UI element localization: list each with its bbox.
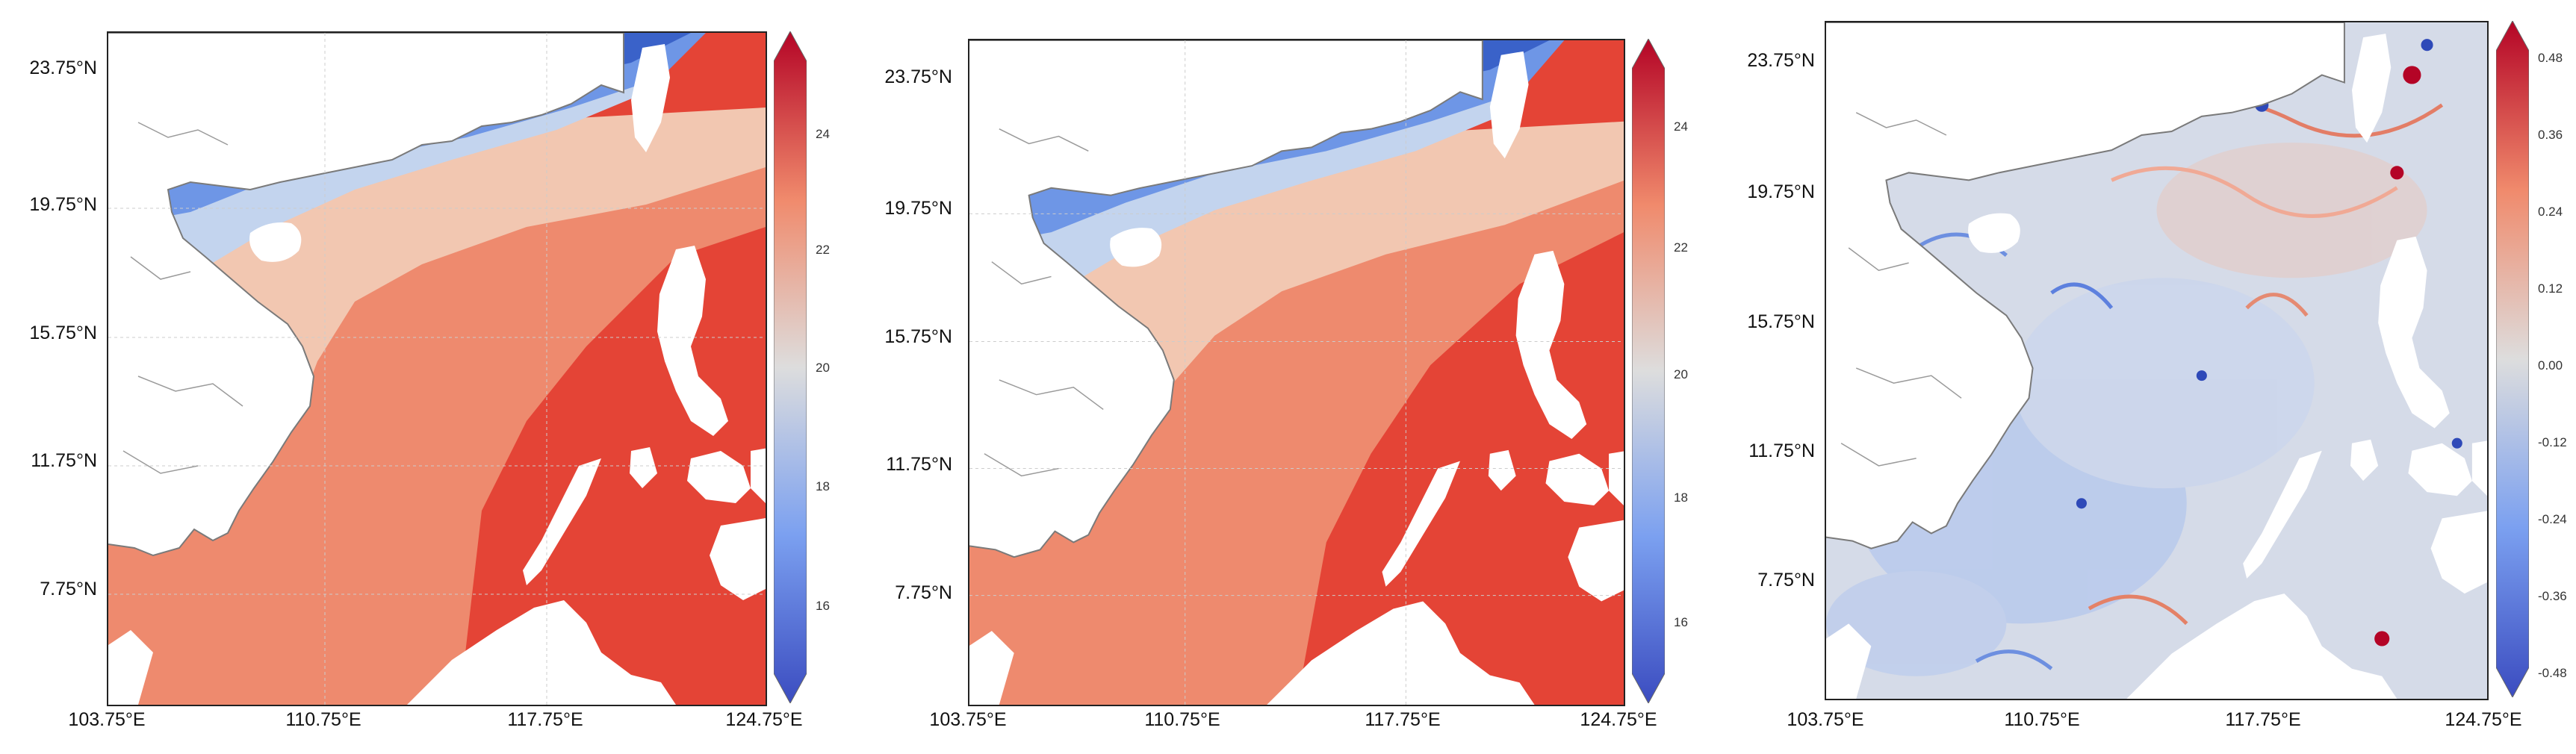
colorbar-1: 24 22 20 18 16 — [773, 30, 830, 707]
colorbar-tick: -0.24 — [2538, 512, 2567, 526]
lat-label: 23.75°N — [1747, 50, 1815, 71]
lon-label: 110.75°E — [2004, 709, 2080, 730]
lat-label: 19.75°N — [29, 194, 97, 215]
lon-label: 117.75°E — [507, 709, 583, 730]
colorbar-tick: 22 — [816, 243, 830, 257]
colorbar-tick: 0.24 — [2538, 205, 2563, 219]
lon-label: 103.75°E — [1787, 709, 1864, 730]
colorbar-2: 24 22 20 18 16 — [1631, 37, 1688, 707]
lon-label: 117.75°E — [1365, 709, 1441, 730]
colorbar-tick: 22 — [1674, 240, 1688, 255]
colorbar-tick: -0.36 — [2538, 589, 2567, 603]
lon-label: 117.75°E — [2225, 709, 2301, 730]
sst-difference-map — [1825, 21, 2489, 700]
colorbar-tick: 24 — [816, 127, 830, 141]
lat-label: 15.75°N — [29, 323, 97, 343]
colorbar-tick: 16 — [816, 599, 830, 613]
lat-label: 7.75°N — [895, 582, 952, 603]
colorbar-tick: 0.00 — [2538, 358, 2563, 373]
lat-label: 19.75°N — [884, 198, 952, 219]
lat-label: 23.75°N — [884, 66, 952, 87]
lat-label: 7.75°N — [1757, 570, 1815, 591]
lat-label: 11.75°N — [886, 454, 952, 475]
lat-label: 15.75°N — [884, 326, 952, 347]
lon-label: 124.75°E — [2445, 709, 2522, 730]
colorbar-tick: -0.48 — [2538, 666, 2567, 680]
lat-label: 11.75°N — [1748, 440, 1815, 461]
colorbar-tick: 18 — [816, 479, 830, 493]
lon-label: 124.75°E — [725, 709, 803, 730]
colorbar-tick: 18 — [1674, 490, 1688, 505]
colorbar-tick: 0.36 — [2538, 128, 2563, 142]
colorbar-tick: 0.12 — [2538, 281, 2563, 296]
lon-label: 110.75°E — [1144, 709, 1220, 730]
lon-label: 103.75°E — [68, 709, 146, 730]
lon-label: 103.75°E — [929, 709, 1007, 730]
sst-map-1 — [107, 31, 767, 706]
lon-label: 124.75°E — [1580, 709, 1657, 730]
lat-label: 19.75°N — [1747, 181, 1815, 202]
sst-map-2 — [968, 39, 1625, 706]
colorbar-tick: 16 — [1674, 615, 1688, 629]
lat-label: 23.75°N — [29, 57, 97, 78]
colorbar-tick: -0.12 — [2538, 435, 2567, 449]
colorbar-tick: 20 — [1674, 367, 1688, 381]
colorbar-tick: 24 — [1674, 119, 1688, 134]
lat-label: 15.75°N — [1747, 311, 1815, 332]
lon-label: 110.75°E — [285, 709, 361, 730]
lat-label: 7.75°N — [40, 579, 97, 599]
colorbar-tick: 0.48 — [2538, 51, 2563, 65]
colorbar-tick: 20 — [816, 361, 830, 375]
colorbar-3: 0.48 0.36 0.24 0.12 0.00 -0.12 -0.24 -0.… — [2495, 19, 2567, 701]
lat-label: 11.75°N — [31, 450, 97, 471]
